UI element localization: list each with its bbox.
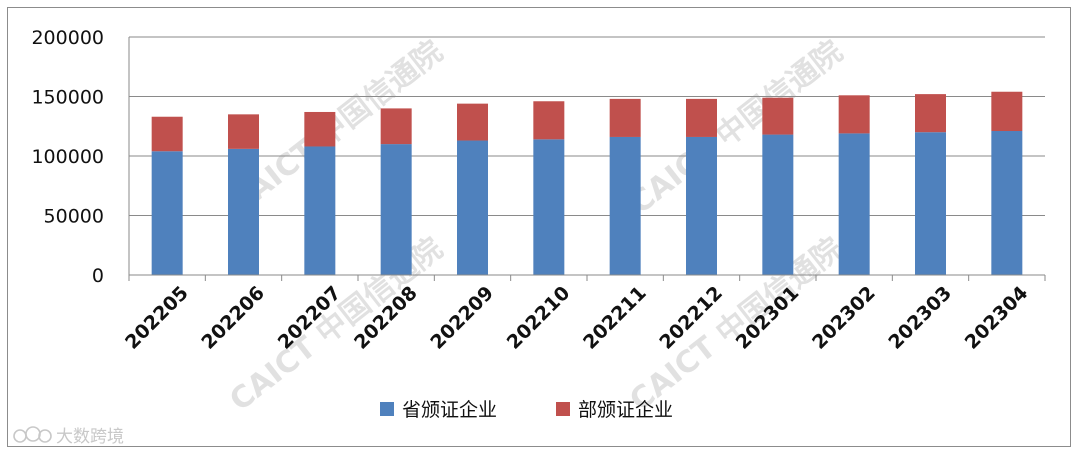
legend: 省颁证企业 部颁证企业 [380, 399, 673, 421]
bar-ministry-202207 [304, 111, 336, 147]
brand-text: 大数跨境 [56, 427, 124, 447]
bar-provincial-202207 [304, 146, 336, 275]
x-tick-label: 202303 [884, 282, 956, 354]
bar-provincial-202206 [228, 148, 259, 275]
x-tick-label: 202302 [808, 282, 880, 354]
grid-lines [128, 36, 1045, 275]
bar-provincial-202303 [915, 132, 946, 275]
y-tick-label: 100000 [31, 146, 104, 168]
legend-swatch-provincial [380, 402, 394, 416]
bar-ministry-202212 [686, 98, 717, 137]
x-axis-ticks: 202205 202206 202207 202208 202209 202210 2022… [121, 282, 1032, 354]
y-tick-label: 200000 [31, 27, 104, 49]
x-tick-label: 202205 [121, 282, 193, 354]
bar-provincial-202211 [609, 136, 641, 275]
bar-provincial-202212 [686, 136, 717, 275]
x-tick-label: 202206 [197, 282, 269, 354]
legend-label-ministry: 部颁证企业 [578, 399, 673, 421]
weibo-icon [13, 426, 52, 443]
bar-ministry-202303 [915, 94, 946, 133]
brand-mark: 大数跨境 [13, 426, 124, 447]
bar-ministry-202210 [533, 101, 565, 140]
legend-swatch-ministry [556, 402, 570, 416]
y-tick-label: 0 [92, 265, 104, 287]
bar-ministry-202205 [151, 116, 183, 152]
bar-provincial-202302 [838, 133, 870, 275]
x-tick-label: 202210 [503, 282, 575, 354]
bar-provincial-202301 [762, 134, 794, 275]
bar-provincial-202209 [457, 140, 488, 275]
y-axis-ticks: 0 50000 100000 150000 200000 [31, 27, 104, 287]
bar-provincial-202210 [533, 139, 565, 275]
legend-label-provincial: 省颁证企业 [402, 399, 497, 421]
bar-ministry-202302 [838, 95, 870, 134]
bar-ministry-202206 [228, 114, 259, 149]
bar-ministry-202211 [609, 98, 641, 137]
y-tick-label: 150000 [31, 87, 104, 109]
x-tick-label: 202209 [426, 282, 498, 354]
watermark-2: CAICT 中国信通院 [623, 34, 849, 221]
bars-group [151, 91, 1023, 275]
bar-provincial-202205 [151, 151, 183, 275]
x-tick-label: 202304 [961, 282, 1033, 354]
y-tick-label: 50000 [44, 206, 104, 228]
bar-ministry-202304 [991, 91, 1023, 132]
bar-provincial-202304 [991, 131, 1023, 275]
bar-ministry-202301 [762, 97, 794, 135]
x-tick-label: 202211 [579, 282, 651, 354]
bar-provincial-202208 [380, 144, 412, 275]
x-axis [128, 274, 1046, 281]
bar-ministry-202209 [457, 103, 488, 141]
watermark-4: CAICT 中国信通院 [623, 231, 849, 418]
bar-ministry-202208 [380, 108, 412, 145]
